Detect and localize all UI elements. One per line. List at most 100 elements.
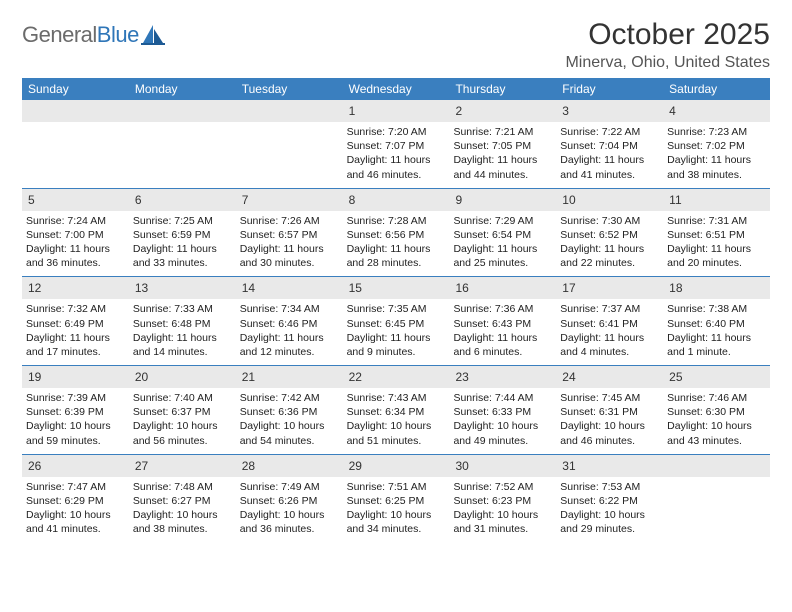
brand-logo: GeneralBlue — [22, 22, 167, 48]
sunset-text: Sunset: 6:56 PM — [347, 228, 446, 242]
sunset-text: Sunset: 6:23 PM — [453, 494, 552, 508]
day-info: Sunrise: 7:23 AMSunset: 7:02 PMDaylight:… — [667, 125, 766, 182]
sunrise-text: Sunrise: 7:37 AM — [560, 302, 659, 316]
day-of-week-header: Sunday Monday Tuesday Wednesday Thursday… — [22, 78, 770, 100]
day-cell: 9 Sunrise: 7:29 AMSunset: 6:54 PMDaylight… — [449, 189, 556, 277]
day-info: Sunrise: 7:25 AMSunset: 6:59 PMDaylight:… — [133, 214, 232, 271]
daylight-text: Daylight: 11 hours and 1 minute. — [667, 331, 766, 359]
day-number — [669, 459, 672, 473]
day-number-row: 15 — [343, 277, 450, 299]
daylight-text: Daylight: 11 hours and 46 minutes. — [347, 153, 446, 181]
daylight-text: Daylight: 11 hours and 38 minutes. — [667, 153, 766, 181]
day-number: 15 — [349, 281, 362, 295]
day-number-row: 6 — [129, 189, 236, 211]
sunset-text: Sunset: 6:34 PM — [347, 405, 446, 419]
sunrise-text: Sunrise: 7:46 AM — [667, 391, 766, 405]
day-number-row — [22, 100, 129, 122]
day-number: 9 — [455, 193, 462, 207]
day-number-row: 20 — [129, 366, 236, 388]
day-number — [28, 104, 31, 118]
day-number: 17 — [562, 281, 575, 295]
sunset-text: Sunset: 6:59 PM — [133, 228, 232, 242]
day-number: 23 — [455, 370, 468, 384]
day-info: Sunrise: 7:49 AMSunset: 6:26 PMDaylight:… — [240, 480, 339, 537]
brand-text: GeneralBlue — [22, 22, 139, 48]
sunset-text: Sunset: 7:07 PM — [347, 139, 446, 153]
day-info: Sunrise: 7:42 AMSunset: 6:36 PMDaylight:… — [240, 391, 339, 448]
day-info: Sunrise: 7:29 AMSunset: 6:54 PMDaylight:… — [453, 214, 552, 271]
day-cell: 18Sunrise: 7:38 AMSunset: 6:40 PMDayligh… — [663, 277, 770, 365]
day-cell: 4Sunrise: 7:23 AMSunset: 7:02 PMDaylight… — [663, 100, 770, 188]
sunrise-text: Sunrise: 7:34 AM — [240, 302, 339, 316]
day-cell — [22, 100, 129, 188]
day-number: 3 — [562, 104, 569, 118]
day-number-row: 14 — [236, 277, 343, 299]
day-cell: 28Sunrise: 7:49 AMSunset: 6:26 PMDayligh… — [236, 455, 343, 543]
day-number: 25 — [669, 370, 682, 384]
sunset-text: Sunset: 6:25 PM — [347, 494, 446, 508]
sunset-text: Sunset: 7:00 PM — [26, 228, 125, 242]
sunset-text: Sunset: 6:33 PM — [453, 405, 552, 419]
day-info: Sunrise: 7:28 AMSunset: 6:56 PMDaylight:… — [347, 214, 446, 271]
day-info: Sunrise: 7:48 AMSunset: 6:27 PMDaylight:… — [133, 480, 232, 537]
day-number-row — [663, 455, 770, 477]
day-number — [242, 104, 245, 118]
day-number-row: 16 — [449, 277, 556, 299]
sunrise-text: Sunrise: 7:20 AM — [347, 125, 446, 139]
weeks-container: 1Sunrise: 7:20 AMSunset: 7:07 PMDaylight… — [22, 100, 770, 542]
day-number-row — [236, 100, 343, 122]
day-number-row: 13 — [129, 277, 236, 299]
day-number: 24 — [562, 370, 575, 384]
dow-sunday: Sunday — [22, 78, 129, 100]
day-info: Sunrise: 7:40 AMSunset: 6:37 PMDaylight:… — [133, 391, 232, 448]
day-number-row: 31 — [556, 455, 663, 477]
sunrise-text: Sunrise: 7:53 AM — [560, 480, 659, 494]
sunrise-text: Sunrise: 7:44 AM — [453, 391, 552, 405]
day-number: 7 — [242, 193, 249, 207]
daylight-text: Daylight: 11 hours and 6 minutes. — [453, 331, 552, 359]
sunset-text: Sunset: 7:04 PM — [560, 139, 659, 153]
day-number: 26 — [28, 459, 41, 473]
sunset-text: Sunset: 6:22 PM — [560, 494, 659, 508]
week-row: 1Sunrise: 7:20 AMSunset: 7:07 PMDaylight… — [22, 100, 770, 189]
sunset-text: Sunset: 6:37 PM — [133, 405, 232, 419]
day-info: Sunrise: 7:30 AMSunset: 6:52 PMDaylight:… — [560, 214, 659, 271]
day-number-row: 9 — [449, 189, 556, 211]
day-cell: 1Sunrise: 7:20 AMSunset: 7:07 PMDaylight… — [343, 100, 450, 188]
day-number — [135, 104, 138, 118]
dow-monday: Monday — [129, 78, 236, 100]
day-info: Sunrise: 7:52 AMSunset: 6:23 PMDaylight:… — [453, 480, 552, 537]
sunset-text: Sunset: 7:02 PM — [667, 139, 766, 153]
brand-word-1: General — [22, 22, 97, 47]
sunset-text: Sunset: 6:57 PM — [240, 228, 339, 242]
day-cell: 29Sunrise: 7:51 AMSunset: 6:25 PMDayligh… — [343, 455, 450, 543]
day-info: Sunrise: 7:26 AMSunset: 6:57 PMDaylight:… — [240, 214, 339, 271]
sunrise-text: Sunrise: 7:47 AM — [26, 480, 125, 494]
dow-friday: Friday — [556, 78, 663, 100]
daylight-text: Daylight: 11 hours and 44 minutes. — [453, 153, 552, 181]
daylight-text: Daylight: 10 hours and 43 minutes. — [667, 419, 766, 447]
daylight-text: Daylight: 10 hours and 31 minutes. — [453, 508, 552, 536]
day-cell: 10 Sunrise: 7:30 AMSunset: 6:52 PMDayligh… — [556, 189, 663, 277]
daylight-text: Daylight: 11 hours and 12 minutes. — [240, 331, 339, 359]
sunset-text: Sunset: 6:41 PM — [560, 317, 659, 331]
day-number-row: 27 — [129, 455, 236, 477]
sunset-text: Sunset: 6:27 PM — [133, 494, 232, 508]
day-cell: 3Sunrise: 7:22 AMSunset: 7:04 PMDaylight… — [556, 100, 663, 188]
sunrise-text: Sunrise: 7:38 AM — [667, 302, 766, 316]
day-info: Sunrise: 7:43 AMSunset: 6:34 PMDaylight:… — [347, 391, 446, 448]
day-number: 10 — [562, 193, 575, 207]
day-cell: 26Sunrise: 7:47 AMSunset: 6:29 PMDayligh… — [22, 455, 129, 543]
day-info: Sunrise: 7:32 AMSunset: 6:49 PMDaylight:… — [26, 302, 125, 359]
sunrise-text: Sunrise: 7:29 AM — [453, 214, 552, 228]
day-info: Sunrise: 7:36 AMSunset: 6:43 PMDaylight:… — [453, 302, 552, 359]
day-number: 12 — [28, 281, 41, 295]
daylight-text: Daylight: 10 hours and 51 minutes. — [347, 419, 446, 447]
day-number-row: 29 — [343, 455, 450, 477]
sunrise-text: Sunrise: 7:39 AM — [26, 391, 125, 405]
dow-tuesday: Tuesday — [236, 78, 343, 100]
day-number: 20 — [135, 370, 148, 384]
day-number-row: 23 — [449, 366, 556, 388]
day-cell: 19Sunrise: 7:39 AMSunset: 6:39 PMDayligh… — [22, 366, 129, 454]
day-cell: 2Sunrise: 7:21 AMSunset: 7:05 PMDaylight… — [449, 100, 556, 188]
